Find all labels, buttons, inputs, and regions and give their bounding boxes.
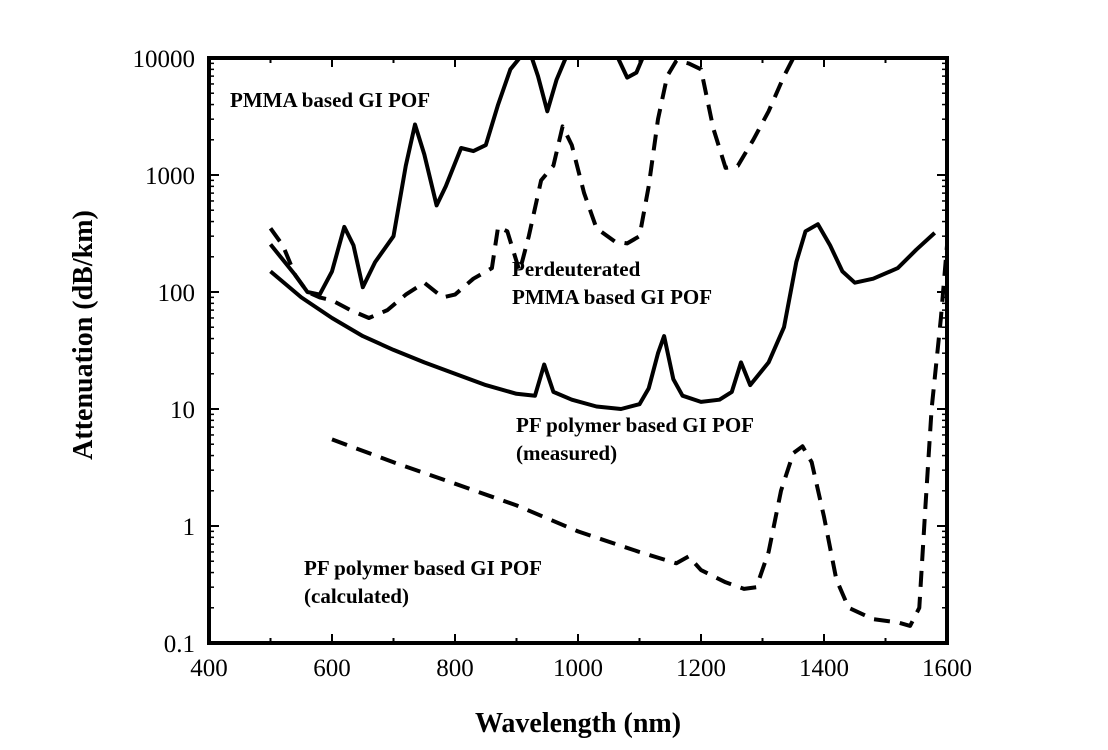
x-tick-label: 600 bbox=[313, 655, 351, 682]
y-tick-label: 1 bbox=[183, 514, 196, 541]
x-tick-label: 800 bbox=[436, 655, 474, 682]
y-axis-title: Attenuation (dB/km) bbox=[68, 210, 99, 460]
series-line-4 bbox=[268, 58, 796, 320]
series-layer bbox=[268, 58, 947, 628]
annotation-pmma: PMMA based GI POF bbox=[230, 88, 430, 112]
y-tick-label: 100 bbox=[158, 280, 196, 307]
annotation-pf-calculated: PF polymer based GI POF (calculated) bbox=[304, 556, 546, 608]
series-line-6 bbox=[331, 245, 947, 628]
y-tick-label: 10000 bbox=[133, 46, 196, 73]
y-tick-label: 10 bbox=[170, 397, 195, 424]
series-line-2 bbox=[530, 58, 568, 114]
series-line-5 bbox=[269, 222, 937, 411]
x-axis-title: Wavelength (nm) bbox=[475, 708, 681, 739]
x-tick-label: 1600 bbox=[922, 655, 972, 682]
x-tick-label: 1200 bbox=[676, 655, 726, 682]
y-tick-label: 0.1 bbox=[164, 631, 195, 658]
labels-layer: 400 600 800 1000 1200 1400 1600 0.1 1 10 100 1000 10… bbox=[133, 46, 973, 682]
x-tick-label: 400 bbox=[190, 655, 228, 682]
y-tick-label: 1000 bbox=[145, 163, 195, 190]
ticks-layer bbox=[208, 57, 948, 644]
x-tick-label: 1400 bbox=[799, 655, 849, 682]
series-line-3 bbox=[616, 58, 645, 80]
annotation-perdeuterated: Perdeuterated PMMA based GI POF bbox=[512, 257, 712, 309]
x-tick-label: 1000 bbox=[553, 655, 603, 682]
annotation-pf-measured: PF polymer based GI POF (measured) bbox=[516, 413, 758, 465]
series-line-1 bbox=[268, 58, 522, 297]
